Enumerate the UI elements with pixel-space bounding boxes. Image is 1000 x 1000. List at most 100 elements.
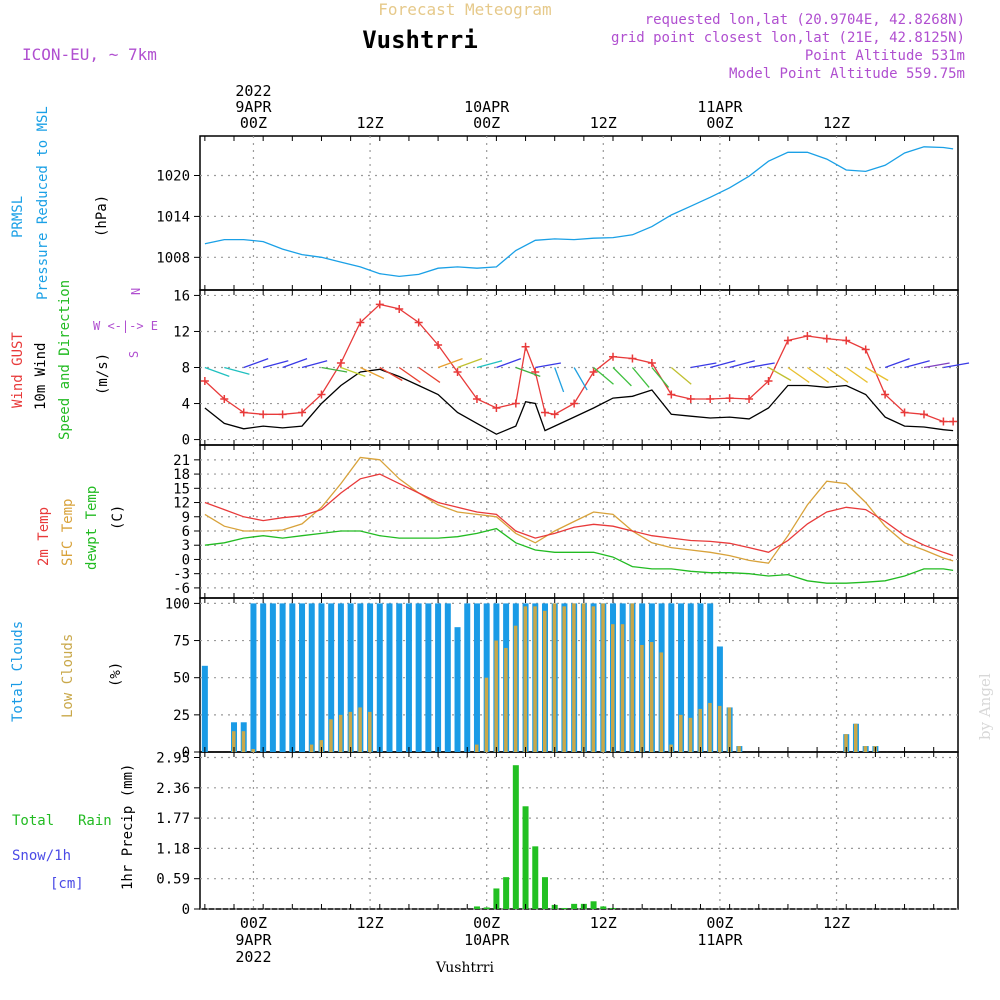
gust-marker <box>317 390 326 399</box>
total-cloud-bar <box>716 646 723 752</box>
low-cloud-bar <box>640 645 644 752</box>
sfc-temp-line <box>204 456 954 564</box>
low-cloud-bar <box>329 719 333 752</box>
total-cloud-bar <box>396 603 403 752</box>
gust-marker <box>239 408 248 417</box>
wind-direction-arrow <box>631 367 650 388</box>
wind-direction-arrow <box>710 360 736 369</box>
compass-n: N <box>129 288 143 295</box>
y-tick-label: 16 <box>173 288 190 304</box>
bottom-time-label: 9APR <box>235 931 272 949</box>
wind-direction-arrow <box>224 366 250 375</box>
wind-direction-arrow <box>360 366 385 380</box>
precip-bar <box>571 903 578 909</box>
total-cloud-bar <box>376 603 383 752</box>
low-cloud-bar <box>688 717 693 752</box>
gust-marker <box>356 318 365 327</box>
low-cloud-bar <box>338 714 343 752</box>
precip-bar <box>503 877 510 909</box>
wind-direction-arrow <box>573 367 588 391</box>
y-tick-label: 1008 <box>156 250 190 266</box>
low-cloud-bar <box>552 603 557 752</box>
y-tick-label: 1.18 <box>156 841 190 857</box>
gust-marker <box>949 417 958 426</box>
bottom-time-label: 10APR <box>464 931 510 949</box>
gust-marker <box>803 331 812 340</box>
precip-bar <box>590 901 597 909</box>
wind-direction-arrow <box>496 357 522 369</box>
bottom-time-label: 00Z <box>240 914 267 932</box>
low-cloud-bar <box>358 707 362 752</box>
gust-marker <box>200 377 209 386</box>
wind-direction-arrow <box>282 357 308 369</box>
gust-marker <box>764 377 773 386</box>
compass-we: W <-|-> E <box>93 319 158 333</box>
wind-direction-arrow <box>204 366 230 378</box>
wind-direction-arrow <box>729 360 755 369</box>
gust-marker <box>540 408 549 417</box>
wind-direction-arrow <box>457 357 483 369</box>
low-cloud-bar <box>348 711 353 752</box>
precip-bar <box>532 846 539 909</box>
precip-bar <box>561 907 568 909</box>
precip-bar <box>541 877 548 909</box>
y-tick-label: 4 <box>182 397 190 413</box>
gust-marker <box>628 354 637 363</box>
y-tick-label: 1.77 <box>156 811 190 827</box>
total-cloud-bar <box>318 603 325 752</box>
t2m-line <box>204 473 954 557</box>
wind-direction-arrow <box>379 366 403 382</box>
wind-direction-arrow <box>768 366 792 382</box>
low-cloud-bar <box>251 749 255 752</box>
rain-label: Rain <box>78 813 112 829</box>
y-tick-label: 0 <box>182 902 190 918</box>
low-cloud-bar <box>630 603 634 752</box>
total-cloud-bar <box>367 603 374 752</box>
total-cloud-bar <box>337 603 344 752</box>
wind-direction-arrow <box>904 360 930 369</box>
y-tick-label: 0 <box>182 433 190 449</box>
y-tick-label: 21 <box>173 453 190 469</box>
precip-bar <box>522 806 529 909</box>
gust-label: Wind GUST <box>10 332 26 408</box>
low-cloud-bar <box>844 734 848 752</box>
gust-marker <box>667 390 676 399</box>
low-clouds-label: Low Clouds <box>60 634 76 718</box>
total-cloud-bar <box>357 603 364 752</box>
low-cloud-bar <box>853 723 858 752</box>
wind-dir-label: Speed and Direction <box>57 280 73 440</box>
gust-marker <box>725 394 734 403</box>
total-cloud-bar <box>687 603 694 752</box>
y-tick-label: 50 <box>173 671 190 687</box>
total-cloud-bar <box>269 603 276 752</box>
precip-bar <box>483 907 490 909</box>
pressure-sub-label: Pressure Reduced to MSL <box>35 106 51 300</box>
total-cloud-bar <box>299 603 306 752</box>
wind-direction-arrow <box>865 366 889 382</box>
panel-frame-precipitation <box>199 751 959 910</box>
low-cloud-bar <box>601 603 605 752</box>
wind-direction-arrow <box>243 357 269 369</box>
t2m-label: 2m Temp <box>36 507 52 566</box>
total-cloud-bar <box>405 603 412 752</box>
gust-marker <box>647 358 656 367</box>
gust-marker <box>278 410 287 419</box>
y-tick-label: 2.95 <box>156 750 190 766</box>
top-time-label: 12Z <box>590 114 617 132</box>
wind-direction-arrow <box>321 366 348 373</box>
bottom-time-label: 12Z <box>357 914 384 932</box>
wind-direction-arrow <box>884 357 910 369</box>
precip-bar <box>493 888 500 909</box>
bottom-time-label: 12Z <box>590 914 617 932</box>
precip-label: 1hr Precip (mm) <box>120 764 136 890</box>
total-cloud-bar <box>260 603 267 752</box>
wind-direction-arrow <box>476 360 503 369</box>
top-time-label: 00Z <box>706 114 733 132</box>
top-time-label: 12Z <box>823 114 850 132</box>
wind-direction-arrow <box>845 366 868 383</box>
wind-direction-arrow <box>651 367 670 388</box>
y-tick-label: 8 <box>182 361 190 377</box>
gust-marker <box>686 395 695 404</box>
gust-marker <box>570 399 579 408</box>
gust-marker <box>511 399 520 408</box>
